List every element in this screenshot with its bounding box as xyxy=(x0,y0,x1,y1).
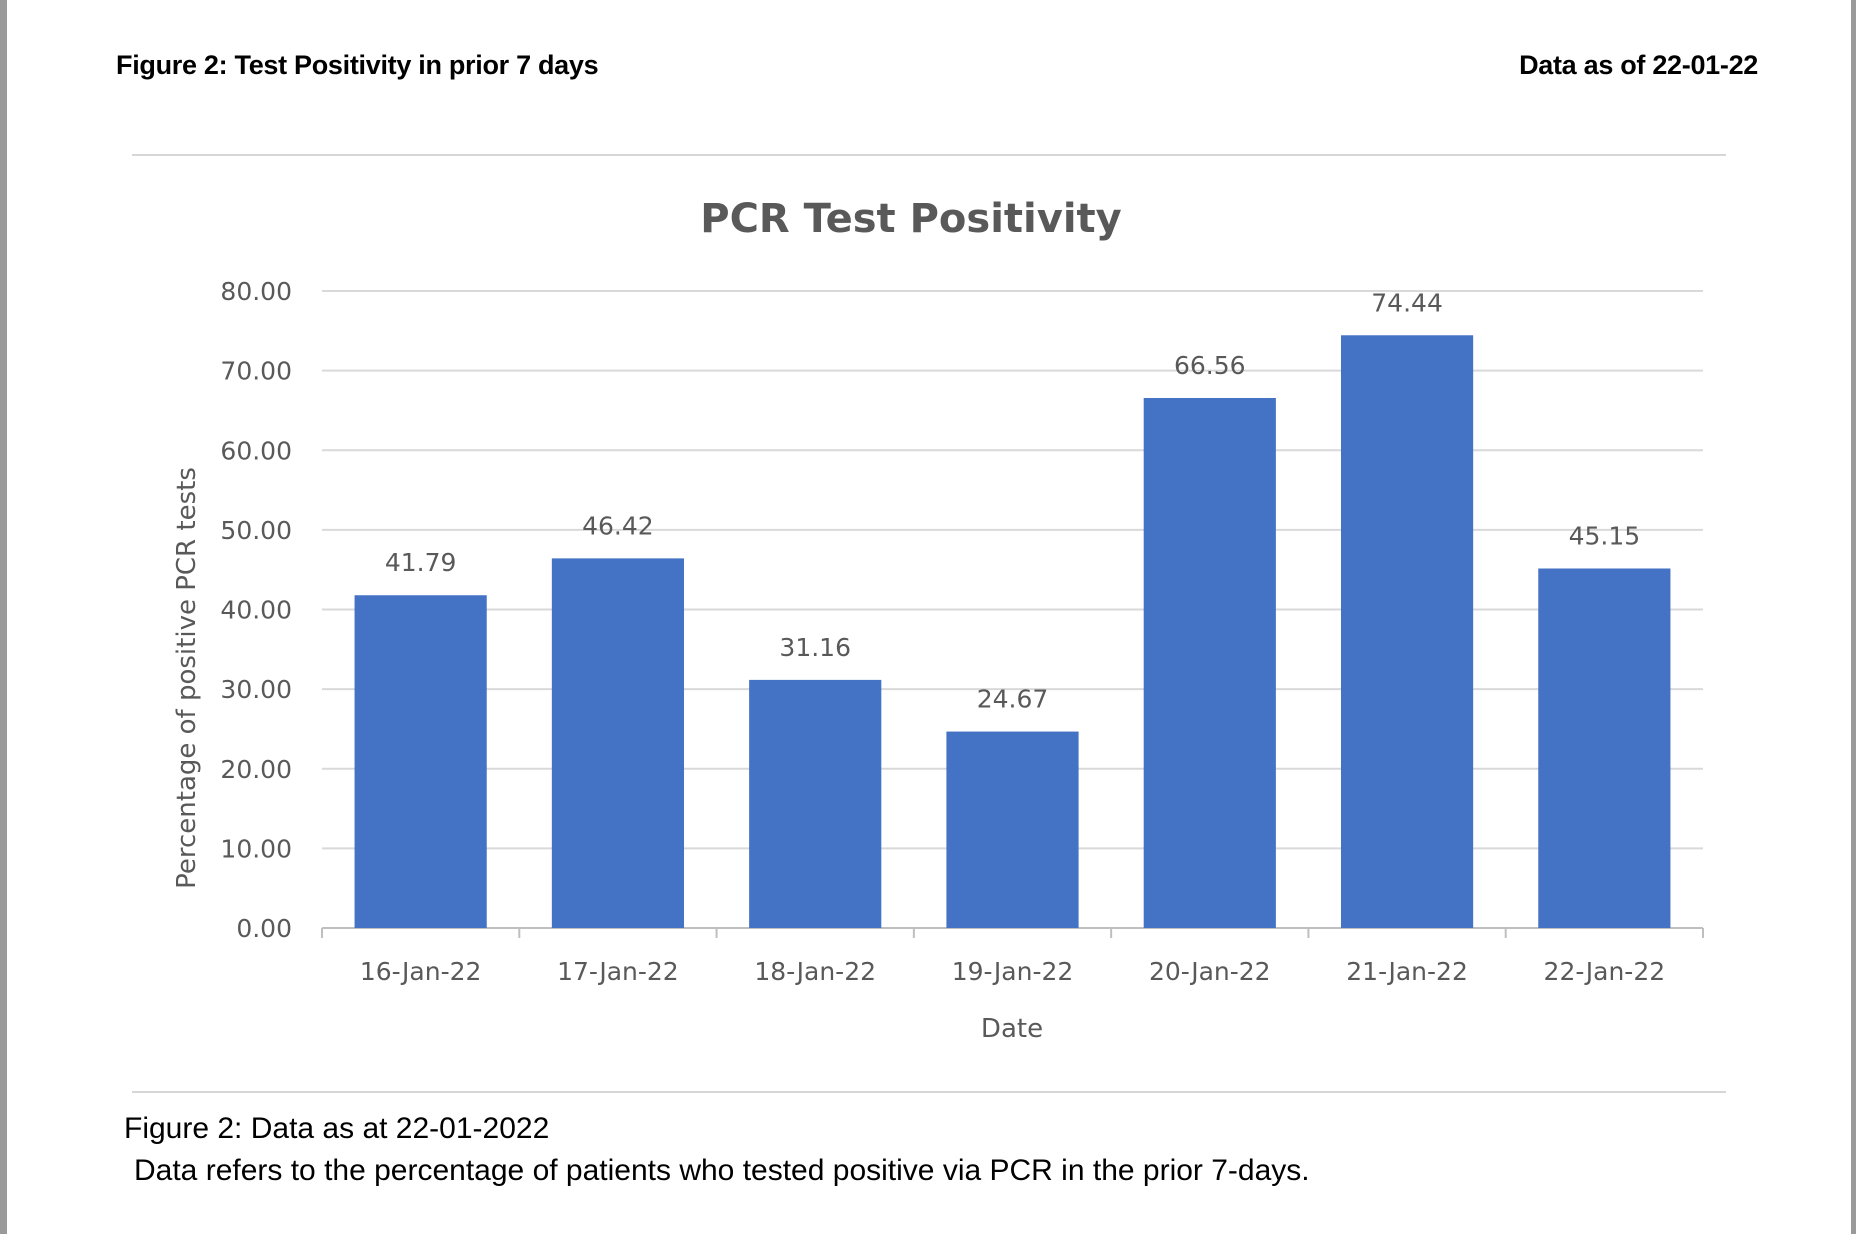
bar xyxy=(1340,335,1474,929)
y-tick-label: 60.00 xyxy=(220,436,292,465)
x-tick-labels: 16-Jan-22 17-Jan-22 18-Jan-22 19-Jan-22 20-J… xyxy=(360,957,1665,986)
data-label: 31.16 xyxy=(779,633,851,662)
y-tick-label: 40.00 xyxy=(220,596,292,625)
bar xyxy=(946,731,1079,928)
data-label: 45.15 xyxy=(1569,521,1641,550)
y-tick-label: 0.00 xyxy=(236,914,292,943)
caption-title: Figure 2: Data as at 22-01-2022 xyxy=(124,1112,550,1145)
bar xyxy=(354,595,487,928)
x-tick-label: 22-Jan-22 xyxy=(1544,957,1666,986)
y-tick-label: 20.00 xyxy=(220,755,292,784)
bar xyxy=(551,558,685,928)
x-tick-label: 20-Jan-22 xyxy=(1149,957,1271,986)
page-frame-left xyxy=(0,0,7,1234)
bars xyxy=(354,335,1671,929)
x-tick-label: 19-Jan-22 xyxy=(952,957,1074,986)
x-tick-label: 21-Jan-22 xyxy=(1346,957,1468,986)
y-tick-label: 30.00 xyxy=(220,675,292,704)
y-tick-label: 10.00 xyxy=(220,834,292,863)
data-label: 41.79 xyxy=(385,548,457,577)
bottom-divider xyxy=(132,1091,1726,1093)
x-tick-label: 16-Jan-22 xyxy=(360,957,482,986)
page-frame-right xyxy=(1851,0,1856,1234)
figure-heading: Figure 2: Test Positivity in prior 7 day… xyxy=(116,50,599,80)
y-axis-title: Percentage of positive PCR tests xyxy=(172,467,202,889)
data-labels: 41.79 46.42 31.16 24.67 66.56 74.44 45.15 xyxy=(385,288,1640,713)
x-axis-title: Date xyxy=(981,1014,1043,1044)
x-tick-label: 17-Jan-22 xyxy=(557,957,679,986)
bar xyxy=(749,679,882,928)
bar xyxy=(1143,398,1276,928)
y-tick-label: 50.00 xyxy=(220,516,292,545)
y-tick-label: 80.00 xyxy=(220,277,292,306)
chart-title: PCR Test Positivity xyxy=(700,196,1121,242)
data-label: 66.56 xyxy=(1174,351,1246,380)
y-tick-label: 70.00 xyxy=(220,357,292,386)
data-label: 24.67 xyxy=(977,685,1049,714)
y-tick-labels: 0.00 10.00 20.00 30.00 40.00 50.00 60.00 70.00 8… xyxy=(220,277,292,943)
data-label: 46.42 xyxy=(582,511,654,540)
data-as-of: Data as of 22-01-22 xyxy=(1519,50,1758,80)
bar xyxy=(1538,568,1671,928)
x-tick-label: 18-Jan-22 xyxy=(754,957,876,986)
top-divider xyxy=(132,154,1726,156)
data-label: 74.44 xyxy=(1371,288,1443,317)
caption-description: Data refers to the percentage of patient… xyxy=(134,1154,1310,1187)
